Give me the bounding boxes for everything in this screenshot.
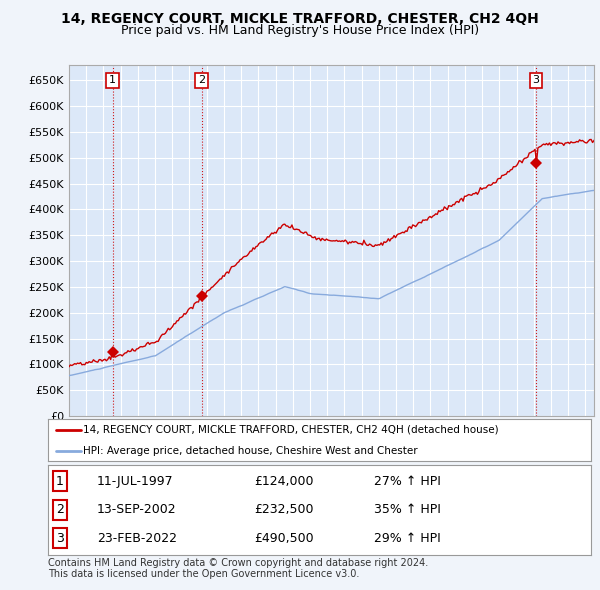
Text: 14, REGENCY COURT, MICKLE TRAFFORD, CHESTER, CH2 4QH (detached house): 14, REGENCY COURT, MICKLE TRAFFORD, CHES…: [83, 425, 499, 434]
Text: Contains HM Land Registry data © Crown copyright and database right 2024.
This d: Contains HM Land Registry data © Crown c…: [48, 558, 428, 579]
Text: 2: 2: [56, 503, 64, 516]
Text: HPI: Average price, detached house, Cheshire West and Chester: HPI: Average price, detached house, Ches…: [83, 446, 418, 455]
Text: 27% ↑ HPI: 27% ↑ HPI: [374, 474, 440, 487]
Text: 14, REGENCY COURT, MICKLE TRAFFORD, CHESTER, CH2 4QH: 14, REGENCY COURT, MICKLE TRAFFORD, CHES…: [61, 12, 539, 26]
Text: 35% ↑ HPI: 35% ↑ HPI: [374, 503, 440, 516]
Text: 23-FEB-2022: 23-FEB-2022: [97, 532, 177, 545]
Text: 1: 1: [56, 474, 64, 487]
Text: 2: 2: [198, 76, 205, 86]
Text: 29% ↑ HPI: 29% ↑ HPI: [374, 532, 440, 545]
Text: 3: 3: [533, 76, 539, 86]
Text: 13-SEP-2002: 13-SEP-2002: [97, 503, 176, 516]
Text: £124,000: £124,000: [254, 474, 314, 487]
Text: 11-JUL-1997: 11-JUL-1997: [97, 474, 173, 487]
Text: 3: 3: [56, 532, 64, 545]
Text: 1: 1: [109, 76, 116, 86]
Text: £490,500: £490,500: [254, 532, 314, 545]
Text: £232,500: £232,500: [254, 503, 314, 516]
Text: Price paid vs. HM Land Registry's House Price Index (HPI): Price paid vs. HM Land Registry's House …: [121, 24, 479, 37]
